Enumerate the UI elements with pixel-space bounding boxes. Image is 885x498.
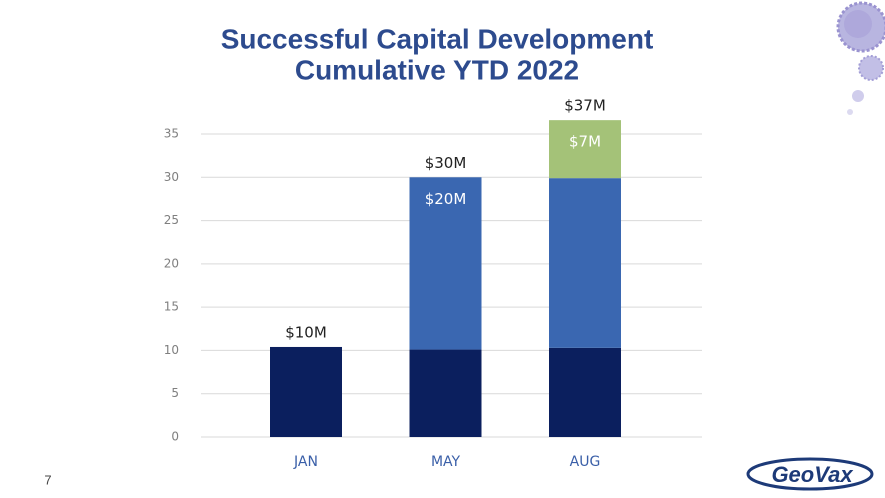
y-tick-label: 35 [164,127,179,141]
page-number: 7 [44,472,51,487]
logo-text: GeoVax [771,462,853,487]
value-label: $20M [425,190,467,208]
bar-segment [270,346,342,437]
y-tick-label: 10 [164,343,179,357]
total-label: $37M [564,97,606,115]
virus-decoration [836,1,885,115]
y-tick-label: 5 [171,386,179,400]
y-tick-label: 20 [164,256,179,270]
bar-segment [549,347,621,437]
y-tick-label: 25 [164,213,179,227]
chart-title: Successful Capital Development [221,23,654,54]
chart-subtitle: Cumulative YTD 2022 [295,54,579,85]
y-tick-label: 0 [171,430,179,444]
total-label: $10M [285,323,327,341]
y-tick-label: 30 [164,170,179,184]
x-tick-label: AUG [570,454,601,470]
y-tick-label: 15 [164,300,179,314]
x-tick-label: JAN [293,454,318,470]
bar-segment [409,177,482,350]
bar-segment [549,178,621,348]
total-label: $30M [425,154,467,172]
x-tick-label: MAY [431,454,461,470]
logo: GeoVax [746,457,874,491]
value-label: $7M [569,133,601,151]
bar-segment [409,349,482,437]
bar-segment [549,120,621,179]
